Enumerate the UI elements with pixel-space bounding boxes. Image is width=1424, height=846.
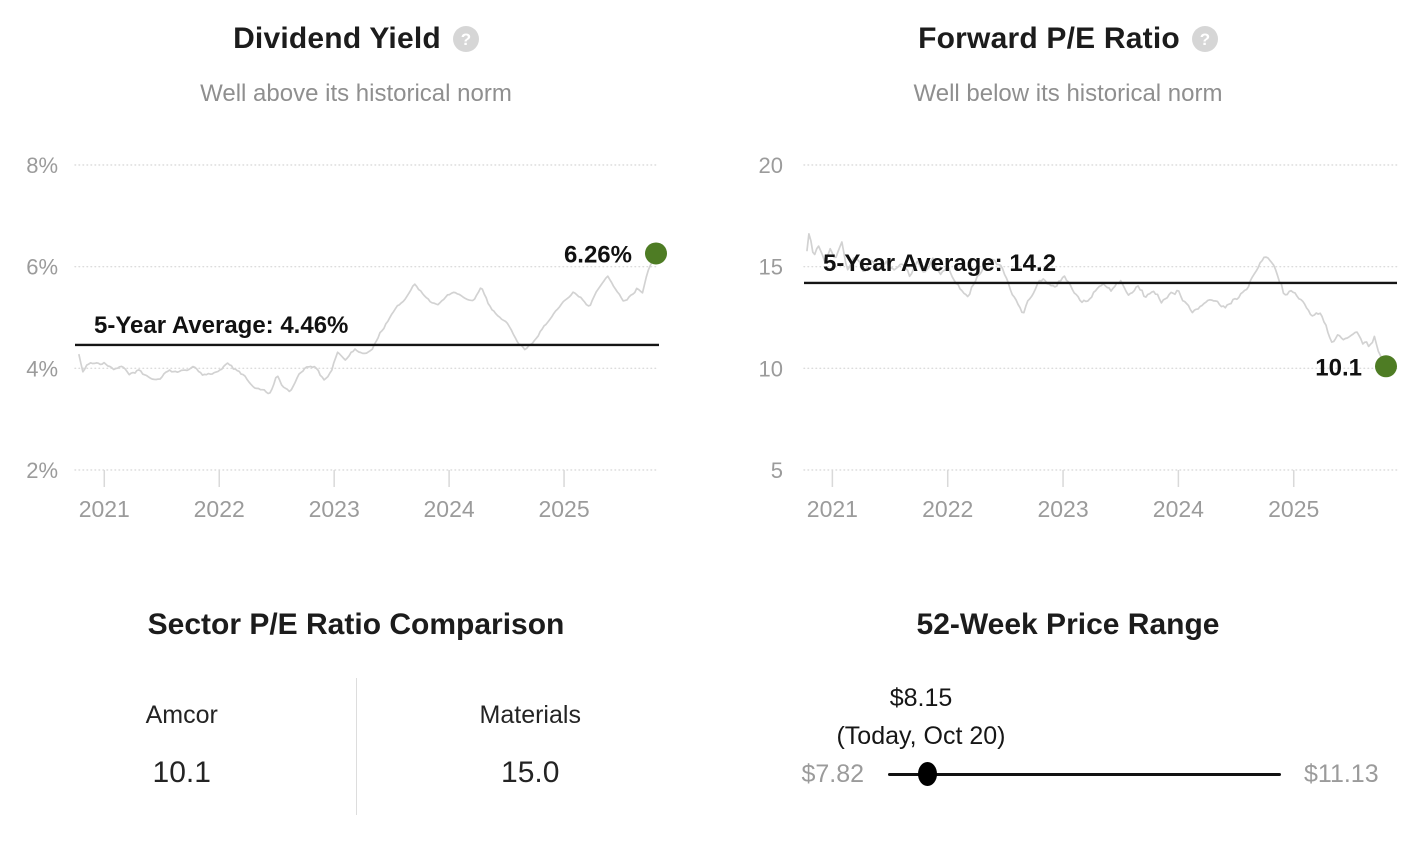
panel-title: 52-Week Price Range [916, 608, 1220, 641]
series-line [806, 233, 1387, 368]
current-value-label: 10.1 [1315, 354, 1362, 381]
comparison-cell-materials: Materials 15.0 [355, 678, 705, 815]
chart-title: Forward P/E Ratio [918, 22, 1180, 55]
x-axis-labels: 2021 2022 2023 2024 2025 [79, 496, 590, 522]
comparison-row: Amcor 10.1 Materials 15.0 [8, 678, 704, 815]
x-tick-label: 2024 [1153, 496, 1204, 522]
current-value-label: 6.26% [564, 241, 632, 268]
sector-pe-comparison-panel: Sector P/E Ratio Comparison Amcor 10.1 M… [0, 560, 712, 846]
help-icon[interactable]: ? [452, 26, 479, 52]
question-mark-glyph: ? [460, 29, 472, 49]
y-tick-label: 20 [759, 153, 783, 178]
x-tick-label: 2021 [807, 496, 858, 522]
x-axis-ticks [831, 470, 1295, 487]
x-tick-label: 2022 [194, 496, 245, 522]
comparison-value: 10.1 [152, 756, 211, 789]
forward-pe-chart: 20 15 10 5 2021 2022 2023 2024 2025 5-Year Aver… [759, 153, 1398, 522]
current-price: $8.15 [889, 684, 953, 712]
chart-title: Dividend Yield [233, 22, 441, 55]
y-tick-label: 6% [26, 255, 58, 280]
series-line [78, 252, 657, 395]
gridlines [74, 164, 660, 471]
x-tick-label: 2024 [424, 496, 475, 522]
dividend-yield-panel: Dividend Yield ? Well above its historic… [0, 0, 712, 560]
y-axis-labels: 20 15 10 5 [759, 153, 783, 483]
gridlines [803, 164, 1398, 471]
range-max-label: $11.13 [1304, 760, 1379, 788]
forward-pe-panel: Forward P/E Ratio ? Well below its histo… [712, 0, 1424, 560]
comparison-value: 15.0 [501, 756, 560, 789]
y-tick-label: 8% [26, 153, 58, 178]
y-tick-label: 10 [759, 356, 783, 381]
price-range-panel: 52-Week Price Range $8.15 (Today, Oct 20… [712, 560, 1424, 846]
y-axis-labels: 8% 6% 4% 2% [26, 153, 58, 483]
x-axis-labels: 2021 2022 2023 2024 2025 [807, 496, 1320, 522]
comparison-label: Materials [479, 701, 581, 729]
chart-header: Forward P/E Ratio ? [712, 22, 1424, 56]
y-tick-label: 2% [26, 458, 58, 483]
x-tick-label: 2023 [1037, 496, 1088, 522]
range-track [888, 773, 1281, 776]
y-tick-label: 4% [26, 356, 58, 381]
current-value-dot [645, 242, 667, 265]
current-value-dot [1375, 355, 1397, 378]
x-axis-ticks [103, 470, 565, 487]
chart-header: Dividend Yield ? [0, 22, 712, 56]
chart-subtitle: Well above its historical norm [200, 80, 512, 107]
x-tick-label: 2021 [79, 496, 130, 522]
current-price-date: (Today, Oct 20) [836, 722, 1006, 750]
y-tick-label: 15 [759, 255, 783, 280]
x-tick-label: 2023 [309, 496, 360, 522]
current-price-marker [917, 762, 937, 786]
x-tick-label: 2025 [538, 496, 589, 522]
question-mark-glyph: ? [1199, 29, 1211, 49]
panel-title: Sector P/E Ratio Comparison [147, 608, 565, 641]
x-tick-label: 2022 [922, 496, 973, 522]
y-tick-label: 5 [771, 458, 783, 483]
current-price-block: $8.15 (Today, Oct 20) [821, 679, 1021, 755]
dividend-yield-chart: 8% 6% 4% 2% 2021 2022 2023 2024 2025 5-Year Ave… [26, 153, 667, 522]
average-label: 5-Year Average: 14.2 [823, 250, 1056, 277]
average-label: 5-Year Average: 4.46% [94, 312, 348, 339]
x-tick-label: 2025 [1268, 496, 1319, 522]
comparison-label: Amcor [145, 701, 218, 729]
comparison-cell-amcor: Amcor 10.1 [8, 678, 356, 815]
chart-subtitle: Well below its historical norm [913, 80, 1223, 107]
help-icon[interactable]: ? [1191, 26, 1218, 52]
range-min-label: $7.82 [801, 760, 864, 788]
